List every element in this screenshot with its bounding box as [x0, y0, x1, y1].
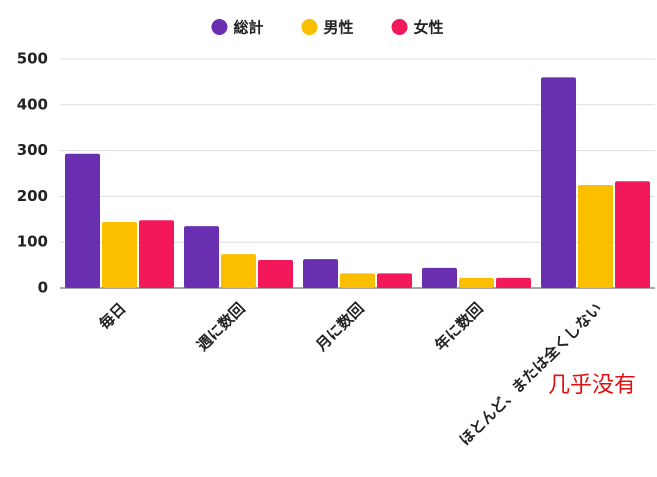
annotation: 几乎没有	[548, 373, 636, 398]
legend-swatch	[211, 19, 228, 35]
legend-label: 男性	[323, 19, 353, 37]
bar	[578, 184, 613, 288]
legend-item[interactable]: 男性	[301, 19, 354, 37]
x-tick-label: 週に数回	[193, 299, 248, 354]
bar	[541, 77, 576, 288]
y-tick-label: 500	[17, 50, 48, 68]
x-tick-label: 月に数回	[312, 299, 368, 355]
legend-swatch	[301, 19, 318, 35]
bar	[340, 273, 375, 288]
legend-label: 総計	[233, 19, 263, 37]
bar	[221, 254, 256, 288]
legend-swatch	[391, 19, 408, 35]
bar	[184, 226, 219, 288]
bar	[496, 277, 531, 288]
legend-label: 女性	[414, 19, 444, 37]
legend-item[interactable]: 女性	[391, 19, 444, 37]
bar	[422, 267, 457, 288]
x-tick-label: 毎日	[96, 299, 130, 333]
bar	[615, 181, 650, 288]
y-tick-label: 400	[17, 95, 48, 113]
y-tick-label: 200	[17, 187, 48, 205]
bar	[65, 153, 100, 288]
bar	[377, 273, 412, 288]
x-tick-label: 年に数回	[431, 299, 486, 354]
bar	[139, 220, 174, 288]
y-tick-label: 100	[17, 233, 48, 251]
bar	[459, 277, 494, 288]
legend-item[interactable]: 総計	[211, 19, 263, 37]
bar	[258, 260, 293, 288]
bar	[303, 259, 338, 288]
bar	[102, 222, 137, 288]
y-tick-label: 300	[17, 141, 48, 159]
y-tick-label: 0	[38, 279, 48, 297]
